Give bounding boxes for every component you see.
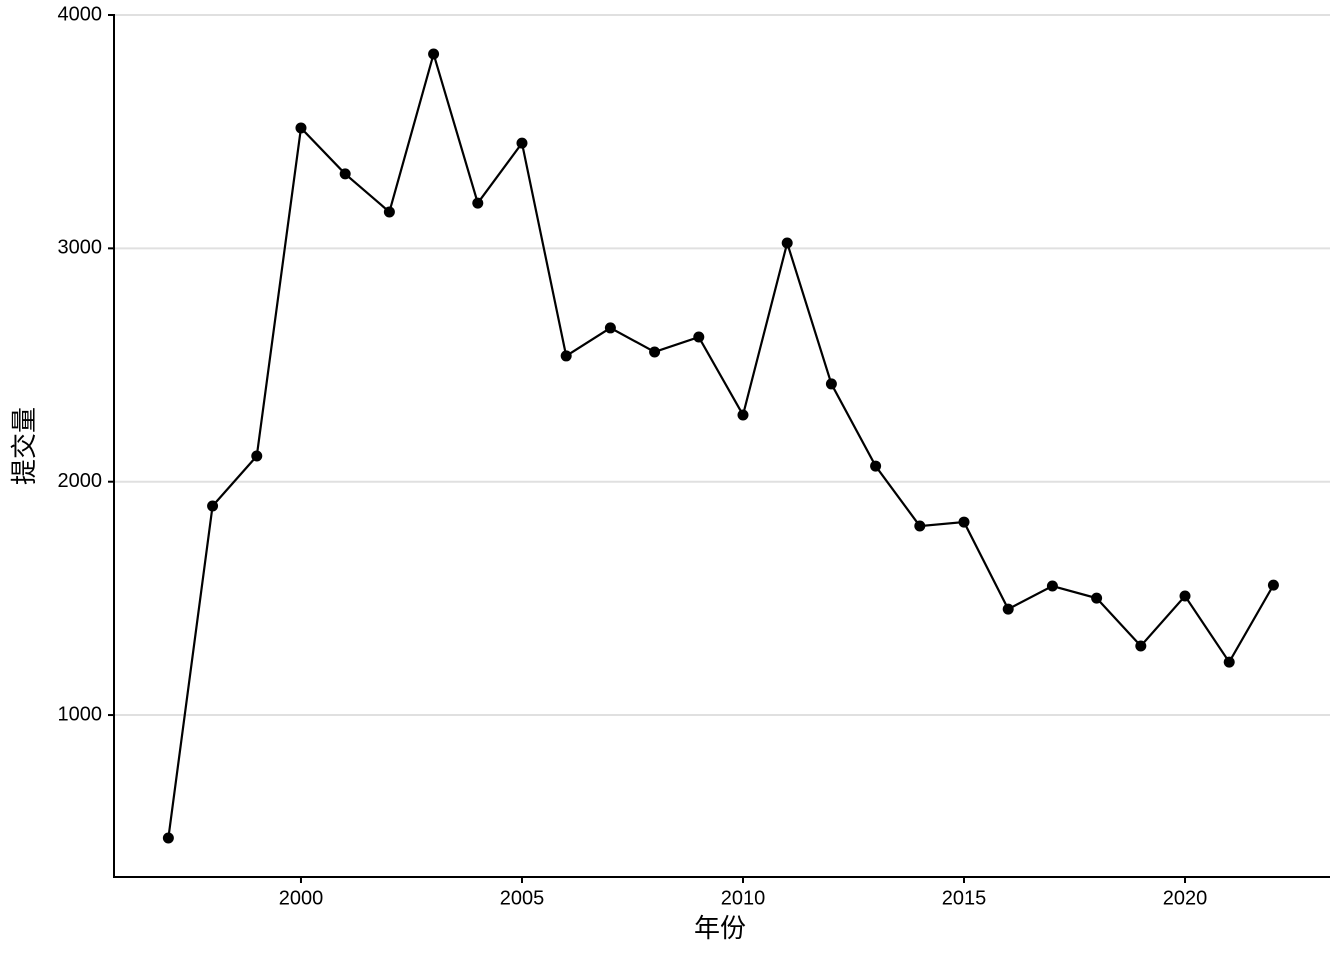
point [1091, 592, 1103, 604]
point [383, 206, 395, 218]
point [560, 350, 572, 362]
point [649, 346, 661, 358]
point [251, 450, 263, 462]
point [781, 237, 793, 249]
point [825, 378, 837, 390]
point [339, 168, 351, 180]
y-tick-label: 3000 [58, 237, 103, 259]
point [737, 409, 749, 421]
x-tick-label: 2020 [1163, 887, 1208, 909]
point [207, 500, 219, 512]
point [1267, 579, 1279, 591]
point [1135, 640, 1147, 652]
x-tick-label: 2010 [721, 887, 766, 909]
point [1179, 590, 1191, 602]
x-axis-title: 年份 [694, 913, 746, 943]
point [914, 520, 926, 532]
point [1046, 580, 1058, 592]
point [162, 832, 174, 844]
x-tick-label: 2015 [942, 887, 987, 909]
y-tick-label: 2000 [58, 470, 103, 492]
point [958, 516, 970, 528]
point [295, 122, 307, 134]
line [167, 49, 1275, 839]
point [870, 460, 882, 472]
point [693, 331, 705, 343]
point [428, 48, 440, 60]
x-tick-label: 2000 [279, 887, 324, 909]
y-axis-title: 提交量 [9, 407, 39, 485]
point [604, 322, 616, 334]
x-tick-label: 2005 [500, 887, 545, 909]
y-tick-label: 4000 [58, 3, 103, 25]
point [1223, 656, 1235, 668]
point [472, 197, 484, 209]
y-tick-label: 1000 [58, 703, 103, 725]
point [516, 137, 528, 149]
point [1002, 603, 1014, 615]
